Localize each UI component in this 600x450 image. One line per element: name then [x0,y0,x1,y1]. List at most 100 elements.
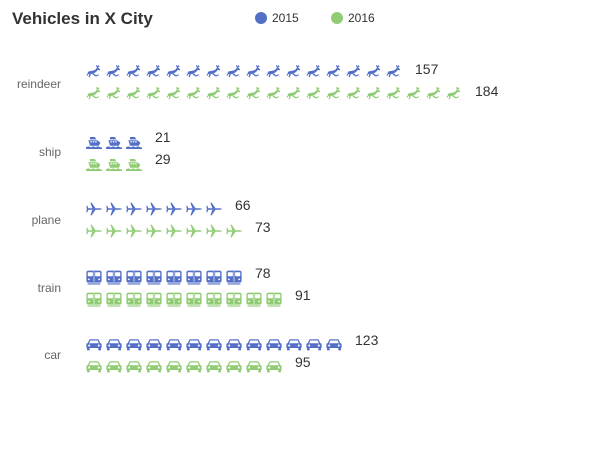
car-icon [126,361,142,373]
car-icon [166,361,182,373]
plane-icon [126,202,142,216]
plane-icon [206,224,222,238]
reindeer-icon [326,65,341,78]
legend: 2015 2016 [255,11,375,25]
plane-icon [106,224,122,238]
reindeer-icon [346,87,361,100]
legend-marker [255,12,267,24]
reindeer-icon [186,87,201,100]
train-icon [86,270,102,285]
car-icon [126,339,142,351]
legend-item-2015[interactable]: 2015 [255,11,299,25]
reindeer-icon [366,65,381,78]
legend-label: 2015 [272,11,299,25]
reindeer-icon [286,87,301,100]
train-icon [266,292,282,307]
bar-car-2015[interactable] [86,339,342,351]
plane-icon [166,202,182,216]
train-icon [226,292,242,307]
reindeer-icon [86,87,101,100]
train-icon [186,292,202,307]
reindeer-icon [126,87,141,100]
car-icon [206,339,222,351]
reindeer-icon [386,87,401,100]
legend-marker [331,12,343,24]
plane-icon [146,224,162,238]
bar-plane-2015[interactable] [86,202,222,216]
reindeer-icon [246,87,261,100]
car-icon [186,361,202,373]
value-label-train-2016: 91 [295,287,311,303]
train-icon [146,292,162,307]
car-icon [206,361,222,373]
bar-ship-2015[interactable] [86,137,142,149]
value-label-car-2015: 123 [355,332,379,348]
train-icon [166,270,182,285]
reindeer-icon [166,65,181,78]
bar-ship-2016[interactable] [86,159,142,171]
category-label-car: car [44,348,61,362]
bar-car-2016[interactable] [86,361,282,373]
reindeer-icon [206,65,221,78]
reindeer-icon [226,65,241,78]
reindeer-icon [246,65,261,78]
car-icon [266,339,282,351]
bar-reindeer-2016[interactable] [86,87,461,100]
reindeer-icon [306,65,321,78]
category-label-train: train [38,281,61,295]
ship-icon [126,159,142,171]
plane-icon [106,202,122,216]
train-icon [126,270,142,285]
bar-train-2016[interactable] [86,292,282,307]
car-icon [226,339,242,351]
reindeer-icon [426,87,441,100]
reindeer-icon [446,87,461,100]
value-label-reindeer-2015: 157 [415,61,439,77]
car-icon [166,339,182,351]
reindeer-icon [146,65,161,78]
car-icon [266,361,282,373]
reindeer-icon [226,87,241,100]
car-icon [306,339,322,351]
plane-icon [86,202,102,216]
reindeer-icon [186,65,201,78]
category-axis: reindeer ship plane train car [17,77,61,362]
reindeer-icon [286,65,301,78]
train-icon [146,270,162,285]
bar-plane-2016[interactable] [86,224,242,238]
legend-item-2016[interactable]: 2016 [331,11,375,25]
value-label-ship-2016: 29 [155,151,171,167]
bar-train-2015[interactable] [86,270,242,285]
reindeer-icon [166,87,181,100]
reindeer-icon [306,87,321,100]
plane-icon [226,224,242,238]
train-icon [206,270,222,285]
train-icon [126,292,142,307]
value-label-ship-2015: 21 [155,129,171,145]
reindeer-icon [366,87,381,100]
car-icon [86,339,102,351]
train-icon [226,270,242,285]
car-icon [86,361,102,373]
ship-icon [106,159,122,171]
car-icon [146,361,162,373]
bar-reindeer-2015[interactable] [86,65,401,78]
reindeer-icon [126,65,141,78]
plane-icon [126,224,142,238]
car-icon [246,339,262,351]
ship-icon [86,137,102,149]
train-icon [86,292,102,307]
car-icon [106,361,122,373]
value-label-plane-2016: 73 [255,219,271,235]
plane-icon [86,224,102,238]
car-icon [186,339,202,351]
reindeer-icon [386,65,401,78]
reindeer-icon [206,87,221,100]
plane-icon [186,224,202,238]
category-label-plane: plane [32,213,62,227]
train-icon [106,292,122,307]
car-icon [146,339,162,351]
plane-icon [206,202,222,216]
